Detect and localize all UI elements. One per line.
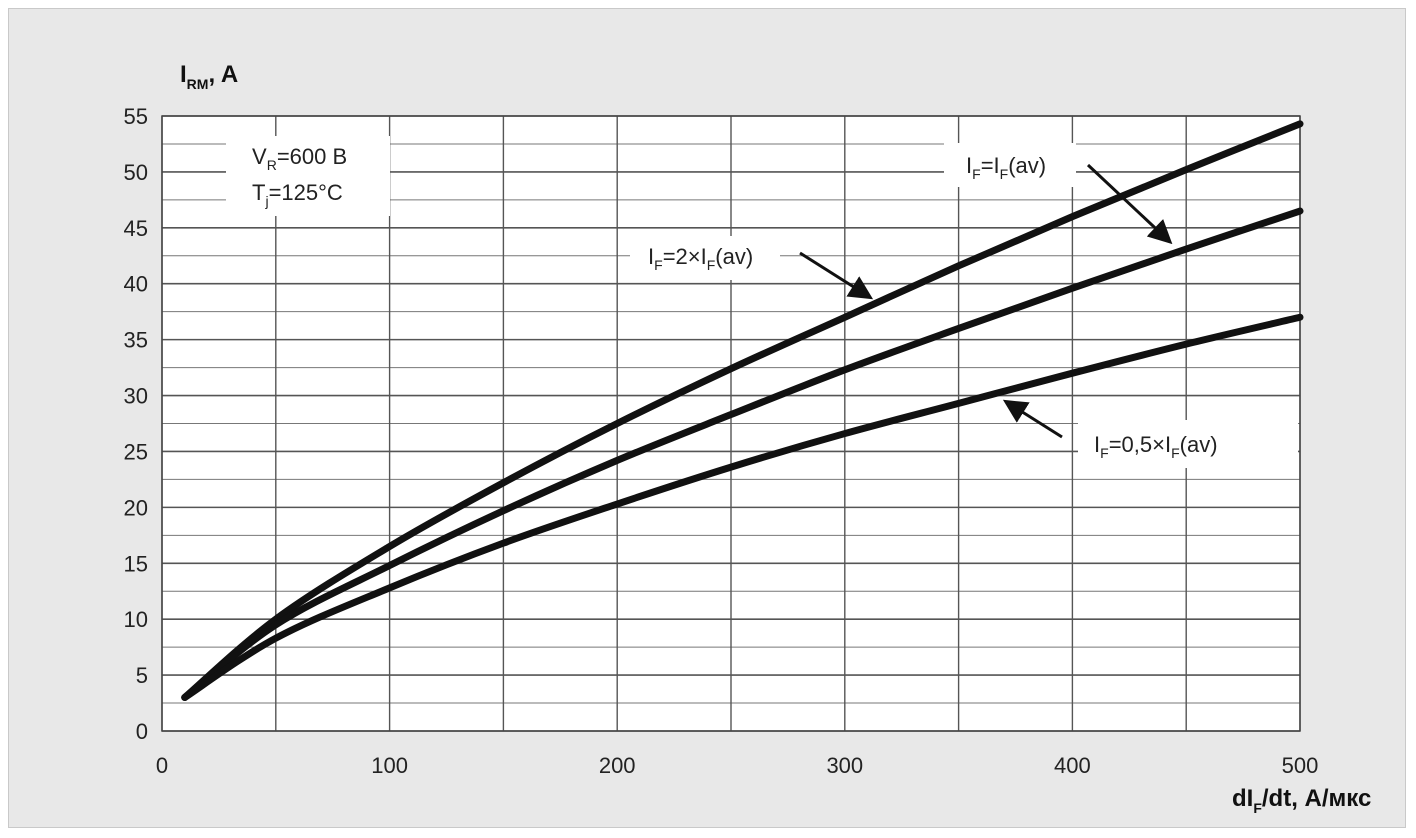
x-tick-label: 400 (1054, 753, 1091, 778)
x-axis-title: dIF/dt, А/мкс (1232, 785, 1371, 816)
y-tick-label: 45 (124, 216, 148, 241)
y-tick-label: 30 (124, 384, 148, 409)
svg-text:IF=2×IF(av): IF=2×IF(av) (648, 244, 753, 273)
arrow-2if-av (799, 251, 874, 300)
condition-tj: Tj=125°C (252, 180, 343, 209)
x-tick-label: 300 (826, 753, 863, 778)
x-tick-label: 200 (599, 753, 636, 778)
y-tick-label: 10 (124, 607, 148, 632)
y-tick-label: 35 (124, 328, 148, 353)
x-tick-label: 0 (156, 753, 168, 778)
series-label-05if-av: IF=0,5×IF(av) (1078, 420, 1298, 468)
arrow-05if-av (1002, 399, 1063, 439)
series-line-2 (181, 313, 1304, 701)
svg-text:IF=0,5×IF(av): IF=0,5×IF(av) (1094, 432, 1218, 461)
x-tick-labels: 0 100 200 300 400 500 (156, 753, 1318, 778)
conditions-box (226, 136, 390, 216)
y-tick-labels: 0 5 10 15 20 25 30 35 40 45 50 55 (124, 104, 148, 744)
series-line-0 (181, 120, 1304, 701)
series-line-1 (181, 207, 1304, 701)
series-group (181, 120, 1304, 701)
plot-border (161, 115, 1301, 732)
y-axis-title: IRM, A (180, 61, 238, 92)
y-tick-label: 20 (124, 495, 148, 520)
svg-text:IF=IF(av): IF=IF(av) (966, 153, 1046, 182)
series-label-2if-av: IF=2×IF(av) (630, 236, 780, 280)
arrow-if-av (1086, 163, 1173, 245)
x-tick-label: 500 (1282, 753, 1319, 778)
y-tick-label: 25 (124, 439, 148, 464)
condition-vr: VR=600 В (252, 144, 347, 173)
y-tick-label: 5 (136, 663, 148, 688)
y-tick-label: 55 (124, 104, 148, 129)
y-tick-label: 40 (124, 272, 148, 297)
y-tick-label: 50 (124, 160, 148, 185)
y-tick-label: 0 (136, 719, 148, 744)
series-label-if-av: IF=IF(av) (944, 143, 1076, 187)
x-tick-label: 100 (371, 753, 408, 778)
y-tick-label: 15 (124, 551, 148, 576)
